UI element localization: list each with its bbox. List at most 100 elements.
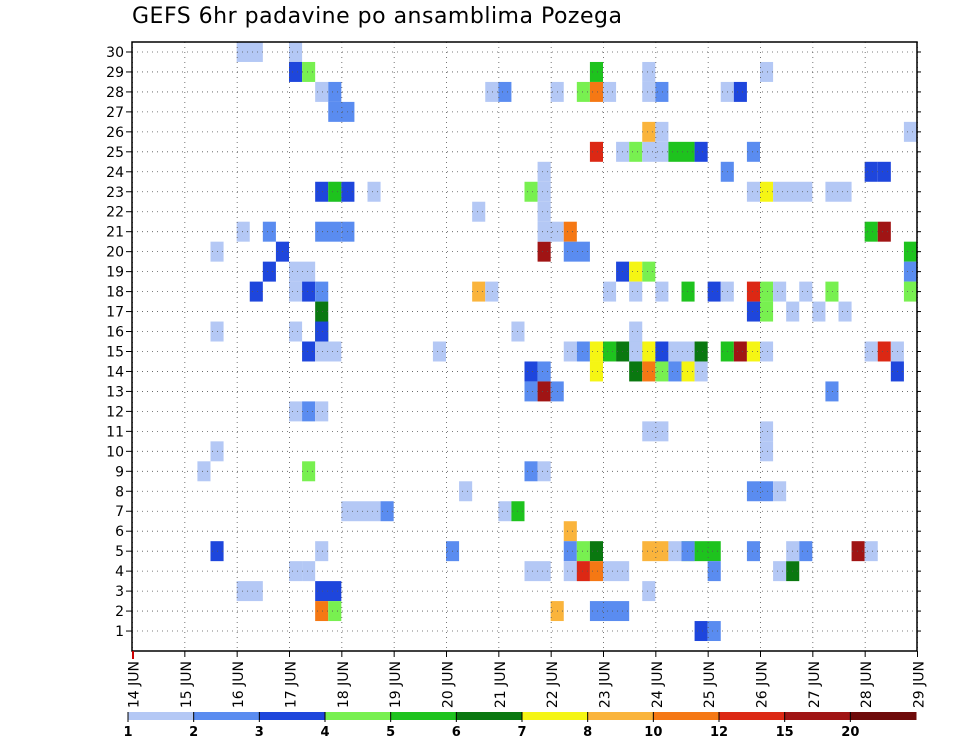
y-tick-label: 26 [106,125,124,141]
heatmap-cell [367,181,381,202]
x-tick-label: 15 JUN [179,661,195,708]
legend-label: 10 [644,725,662,740]
heatmap-cell [315,281,329,302]
heatmap-cell [746,341,760,362]
x-tick-label: 19 JUN [388,661,404,708]
heatmap-cell [563,341,577,362]
heatmap-cell [302,561,316,582]
x-tick-label: 22 JUN [545,661,561,708]
x-tick-label: 27 JUN [807,661,823,708]
legend-swatch [850,712,917,720]
heatmap-cell [629,321,643,342]
heatmap-cell [315,581,342,602]
y-tick-label: 11 [106,424,124,440]
heatmap-cell [537,201,551,222]
heatmap-cell [302,401,316,422]
heatmap-cell [903,281,917,302]
legend-swatch [259,712,326,720]
heatmap-cell [733,81,747,102]
x-tick-label: 25 JUN [702,661,718,708]
heatmap-cell [760,341,774,362]
heatmap-cell [694,141,708,162]
heatmap-cell [799,281,813,302]
heatmap-cell [642,361,656,382]
heatmap-cell [537,361,551,382]
heatmap-cell [773,561,787,582]
heatmap-cell [707,621,721,642]
heatmap-cell [825,381,839,402]
legend-swatch [719,712,786,720]
heatmap-cell [262,261,276,282]
x-tick-label: 29 JUN [912,661,928,708]
heatmap-cell [746,301,760,322]
heatmap-cell [328,81,342,102]
legend-swatch [653,712,720,720]
heatmap-cell [642,61,656,82]
heatmap-cell [760,281,774,302]
heatmap-cell [289,561,303,582]
y-tick-label: 25 [106,145,124,161]
heatmap-cell [563,241,590,262]
legend-swatch [522,712,589,720]
y-tick-label: 7 [115,504,124,520]
heatmap-cell [877,341,891,362]
y-tick-label: 4 [115,564,124,580]
y-tick-label: 19 [106,265,124,281]
y-tick-label: 22 [106,205,124,221]
heatmap-cell [432,341,446,362]
heatmap-cell [315,321,329,342]
y-tick-label: 6 [115,524,124,540]
heatmap-cell [498,501,512,522]
heatmap-cell [629,141,643,162]
chart-title: GEFS 6hr padavine po ansamblima Pozega [132,4,623,29]
heatmap-cell [746,541,760,562]
heatmap-cell [864,341,878,362]
legend-swatch [128,712,195,720]
y-tick-label: 13 [106,384,124,400]
heatmap-cell [524,361,538,382]
heatmap-cell [642,541,669,562]
y-tick-label: 30 [106,45,124,61]
heatmap-cell [668,341,682,362]
heatmap-cell [236,221,250,242]
x-tick-label: 17 JUN [284,661,300,708]
y-tick-label: 18 [106,285,124,301]
heatmap-cell [877,221,891,242]
heatmap-cell [877,161,891,182]
x-tick-label: 28 JUN [859,661,875,708]
heatmap-cell [289,42,303,62]
heatmap-cell [825,281,839,302]
heatmap-cell [603,341,617,362]
legend-label: 3 [255,725,264,740]
heatmap-cell [681,361,695,382]
heatmap-cell [642,141,669,162]
heatmap-cell [773,281,787,302]
heatmap-cell [629,361,643,382]
heatmap-cell [642,421,669,442]
heatmap-cell [903,121,917,142]
heatmap-cell [236,581,263,602]
heatmap-cell [302,61,316,82]
heatmap-cell [629,281,643,302]
heatmap-cell [655,121,669,142]
heatmap-cell [485,81,499,102]
heatmap-cell [262,221,276,242]
heatmap-cell [746,281,760,302]
heatmap-cell [249,281,263,302]
y-tick-label: 21 [106,225,124,241]
heatmap-cell [825,181,852,202]
heatmap-cell [864,541,878,562]
heatmap-cell [289,61,303,82]
legend-label: 12 [710,725,728,740]
legend-swatch [193,712,260,720]
y-tick-label: 16 [106,325,124,341]
heatmap-cell [694,361,708,382]
heatmap-cell [655,341,669,362]
heatmap-cell [733,341,747,362]
heatmap-cell [524,181,538,202]
legend-swatch [784,712,851,720]
heatmap-cell [642,341,656,362]
x-tick-label: 14 JUN [127,661,143,708]
y-tick-label: 1 [115,624,124,640]
